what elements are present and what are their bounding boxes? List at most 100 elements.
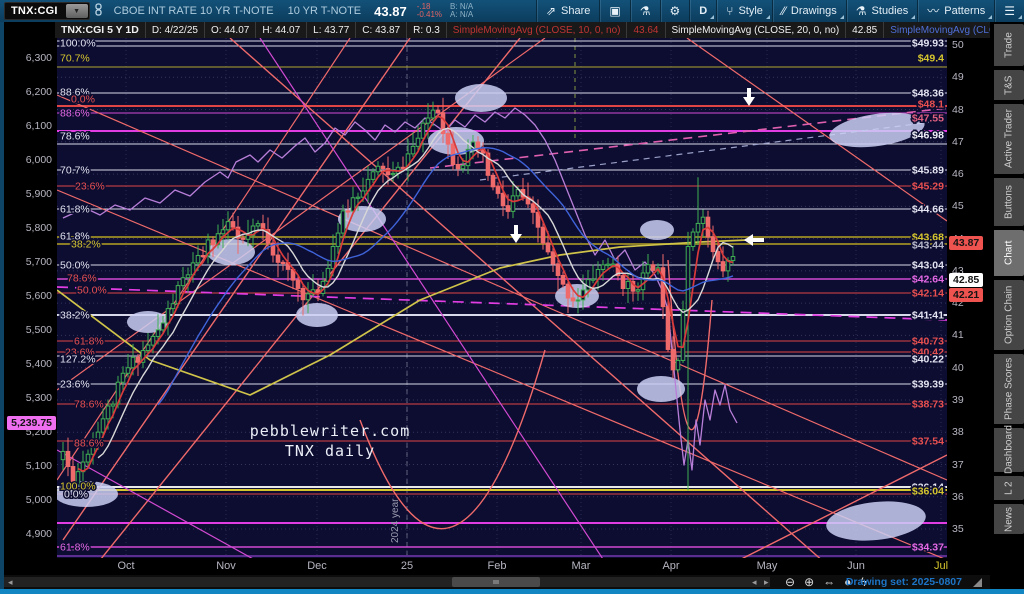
onDemand-button[interactable]: ▣ [600,0,629,22]
toolbar-actions: ⇗ Share ▣ ⚗ ⚙ D ⑂ Style [535,0,1024,22]
candle-body [65,450,71,468]
candle-body [375,165,381,173]
sidebar-tab-chart[interactable]: Chart [994,230,1024,276]
flash-icon[interactable]: ϟ [860,575,867,589]
fib-label: 0.0% [71,94,95,106]
symbol-description: CBOE INT RATE 10 YR T-NOTE [113,5,274,17]
trend-line [57,94,947,481]
symbol-selector[interactable]: TNX:CGI ▼ [4,2,90,20]
pan-icon[interactable]: ⇔ [823,575,836,589]
candle-body [305,293,311,301]
time-scrollbar-thumb[interactable] [452,577,540,587]
candle-body [100,418,106,433]
studies-button[interactable]: ⚗ Studies [847,0,917,22]
price-target-label: $45.29 [912,181,944,193]
left-axis-tick: 5,800 [25,222,52,234]
snapshot-icon[interactable]: ● [844,575,852,589]
bar-low: L: 43.77 [307,22,357,38]
price-target-label: $40.22 [912,354,944,366]
candle-body [490,174,496,188]
chart-ohlc-header: TNX:CGI 5 Y 1D D: 4/22/25 O: 44.07 H: 44… [55,22,992,38]
fib-label: 23.6% [60,379,90,391]
time-axis[interactable]: Oct Nov Dec 25 Feb Mar Apr May Jun Jul [57,558,949,575]
flask-icon: ⚗ [639,4,651,18]
candle-body [390,172,396,176]
trend-curve [667,259,713,431]
menu-button[interactable]: ☰ [995,0,1024,22]
right-axis-tick: 50 [952,39,964,51]
candle-body [135,356,141,363]
fib-label: 23.6% [75,181,105,193]
candle-body [485,152,491,176]
resize-grip[interactable] [973,578,982,587]
sidebar-tab-dashboard[interactable]: Dashboard [994,426,1024,474]
sidebar-tab-l-2[interactable]: L 2 [994,476,1024,500]
price-chart-canvas[interactable]: 100.0% 70.7% 88.6% 0.0% 88.6% 78.6% 70.7% 23.6%… [57,38,947,558]
time-axis-label: May [756,560,778,572]
candle-body [510,195,516,212]
highlight-ellipse [57,481,118,507]
candle-body [110,403,116,407]
scroll-pan-left-arrow[interactable]: ◂ [752,577,757,587]
sidebar-tab-news[interactable]: News [994,504,1024,534]
sidebar-tab-option-chain[interactable]: Option Chain [994,280,1024,350]
price-target-label: $40.73 [912,336,944,348]
candle-body [295,279,301,289]
time-scrollbar-track[interactable] [4,577,770,587]
highlight-ellipse [296,303,338,327]
trend-line [479,119,947,181]
scroll-pan-right-arrow[interactable]: ▸ [764,577,769,587]
drawings-button[interactable]: ⁄⁄ Drawings [773,0,846,22]
sidebar-tab-active-trader[interactable]: Active Trader [994,104,1024,174]
bar-open: O: 44.07 [204,22,257,38]
share-button[interactable]: ⇗ Share [545,4,591,18]
timeframe-button[interactable]: D [690,0,716,22]
trend-line [57,449,253,558]
fib-label: 78.6% [60,131,90,143]
scroll-left-arrow[interactable]: ◂ [8,577,13,587]
sidebar-tab-t-s[interactable]: T&S [994,70,1024,100]
candle-body [690,231,696,248]
beaker-icon: ⚗ [855,4,867,18]
sidebar-tab-buttons[interactable]: Buttons [994,178,1024,226]
left-arrow [744,234,753,246]
candle-body [460,165,466,170]
sma-line [97,127,734,459]
settings-button[interactable]: ⚙ [661,0,690,22]
candle-body [575,299,581,302]
zoom-in-icon[interactable]: ⊕ [804,575,815,589]
price-bubble: 42.21 [949,288,984,302]
trend-line [741,454,947,558]
bar-high: H: 44.07 [256,22,308,38]
fib-label: 100.0% [60,481,96,493]
sidebar-tab-trade[interactable]: Trade [994,24,1024,66]
left-price-axis[interactable]: 6,300 6,200 6,100 6,000 5,900 5,800 5,700 5,600… [0,38,57,558]
sidebar-tab-phase-scores[interactable]: Phase Scores [994,354,1024,424]
zoom-out-icon[interactable]: ⊖ [785,575,796,589]
candle-body [435,109,441,114]
price-target-label: $37.54 [912,436,944,448]
candle-body [270,242,276,256]
link-icon[interactable] [94,2,103,20]
symbol-dropdown-icon[interactable]: ▼ [65,4,88,18]
right-price-axis[interactable]: 5049484746454443424140393837363543.8742.… [947,38,990,558]
tools-button[interactable]: ⚗ [631,0,660,22]
down-arrow [747,88,751,97]
candle-body [650,264,656,271]
time-axis-label: Jul [933,560,949,572]
candle-body [300,287,306,301]
left-arrow [753,238,764,242]
price-target-label: $36.04 [912,486,944,498]
fib-label: 50.0% [77,285,107,297]
candle-icon: ⑂ [726,4,734,18]
candle-body [170,303,176,310]
gadget-sidebar: Trade T&S Active Trader Buttons Chart Option … [990,22,1024,594]
price-chart[interactable]: 100.0%70.7%88.6%0.0%88.6%78.6%70.7%23.6%… [57,38,947,558]
candle-body [645,264,651,274]
candle-body [335,232,341,248]
patterns-button[interactable]: 〰 Patterns [918,0,994,22]
style-button[interactable]: ⑂ Style [717,0,772,22]
candle-body [445,133,451,145]
candle-body [545,242,551,253]
sma-line [157,147,734,406]
